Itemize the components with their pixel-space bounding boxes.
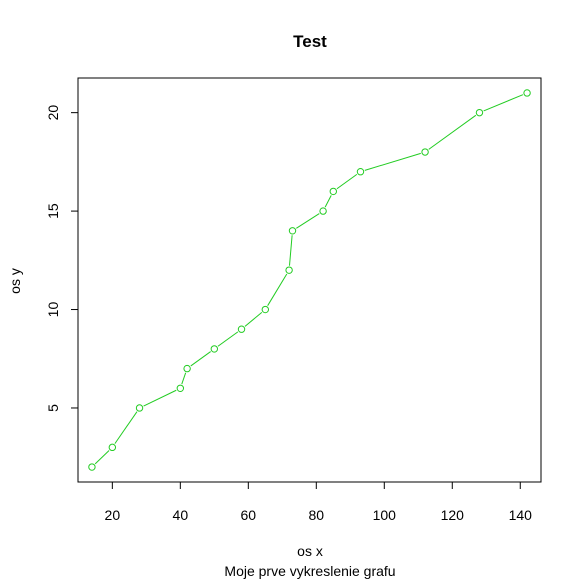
data-point xyxy=(88,463,96,471)
y-axis: 5 10 15 20 xyxy=(45,105,79,412)
y-axis-label: os y xyxy=(7,268,23,294)
data-point xyxy=(261,305,270,314)
x-tick-label: 100 xyxy=(373,507,397,523)
y-tick-label: 10 xyxy=(45,302,61,318)
series-segment xyxy=(483,94,524,112)
series-segment xyxy=(336,173,358,190)
x-tick-label: 80 xyxy=(309,507,325,523)
series-segment xyxy=(364,152,421,171)
data-point xyxy=(319,207,327,215)
data-point xyxy=(176,384,185,392)
data-point xyxy=(356,168,365,176)
series-segment xyxy=(288,235,293,266)
series-segment xyxy=(296,213,320,229)
chart-subtitle: Moje prve vykreslenie grafu xyxy=(224,563,395,579)
y-tick-label: 15 xyxy=(45,203,61,219)
x-tick-label: 40 xyxy=(173,507,189,523)
data-point xyxy=(285,266,293,274)
data-point xyxy=(210,345,219,353)
y-tick-label: 20 xyxy=(45,105,61,121)
y-tick-label: 5 xyxy=(45,404,61,412)
x-tick-label: 20 xyxy=(105,507,121,523)
series-segment xyxy=(181,372,187,385)
series-segment xyxy=(94,450,110,465)
data-point xyxy=(288,227,297,235)
data-point xyxy=(183,364,191,373)
data-point xyxy=(329,187,337,196)
data-point xyxy=(237,325,246,333)
data-point xyxy=(475,108,484,117)
series-segment xyxy=(244,312,263,327)
x-tick-label: 120 xyxy=(441,507,465,523)
data-point xyxy=(108,443,117,452)
series-segment xyxy=(324,195,332,208)
x-axis: 20 40 60 80 100 120 140 xyxy=(105,481,533,523)
series-segment xyxy=(190,351,211,367)
x-tick-label: 60 xyxy=(241,507,257,523)
plot-frame xyxy=(77,77,542,483)
x-axis-label: os x xyxy=(297,543,323,559)
series-segment xyxy=(114,411,138,444)
data-point xyxy=(421,148,429,156)
series-line xyxy=(88,89,531,471)
data-point xyxy=(523,89,531,97)
data-point xyxy=(135,404,144,412)
x-tick-label: 140 xyxy=(509,507,533,523)
series-segment xyxy=(267,273,288,306)
chart-title: Test xyxy=(293,32,327,51)
series-segment xyxy=(428,114,477,150)
series-segment xyxy=(143,389,177,407)
series-segment xyxy=(217,331,239,347)
